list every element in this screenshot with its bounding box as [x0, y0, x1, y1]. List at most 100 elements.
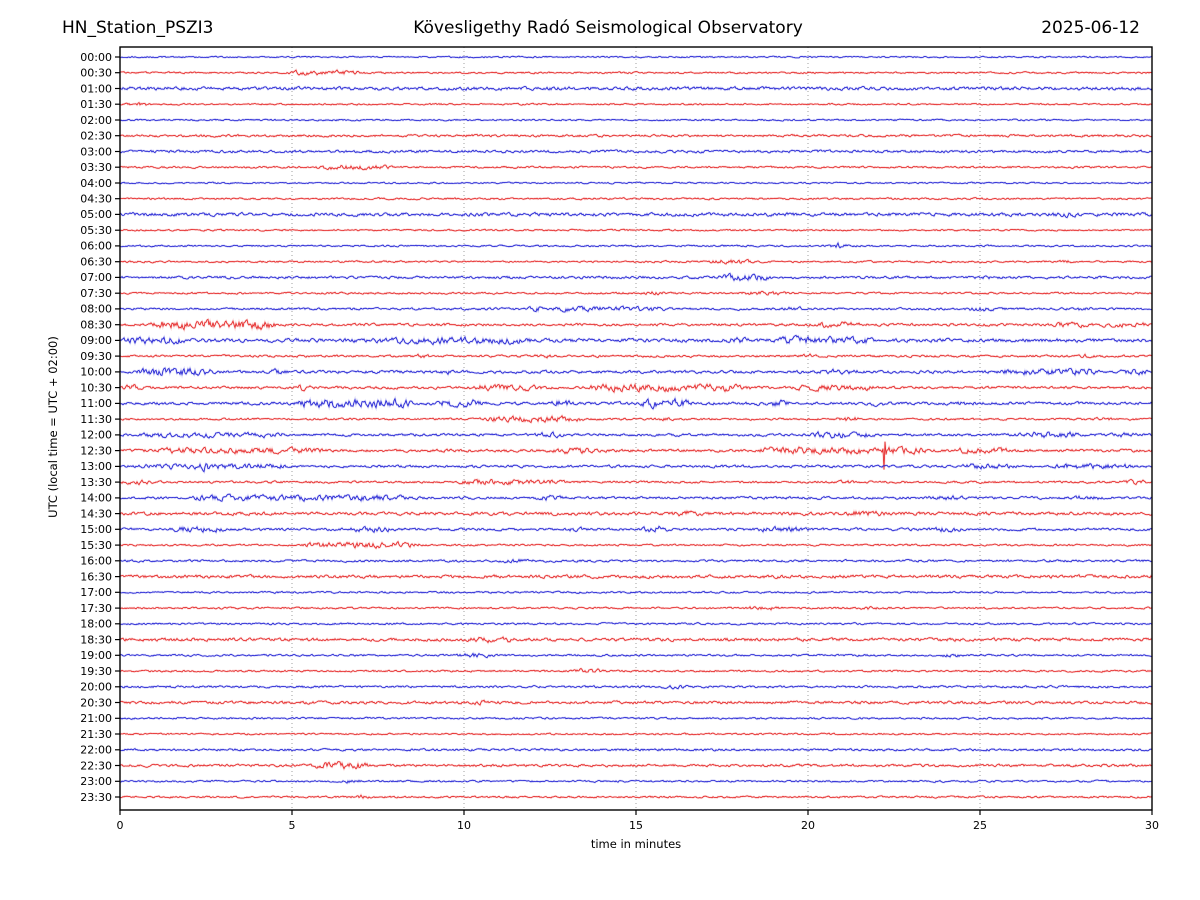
x-tick-label: 0: [117, 819, 124, 832]
x-tick-label: 5: [289, 819, 296, 832]
y-tick-label: 03:30: [80, 161, 112, 174]
y-tick-label: 09:30: [80, 350, 112, 363]
x-tick-labels: 0 5 10 15 20 25 30: [117, 819, 1160, 832]
y-tick-label: 14:30: [80, 507, 112, 520]
trace-17:30: [119, 605, 1153, 611]
y-tick-label: 18:00: [80, 618, 112, 631]
trace-22:30: [119, 761, 1153, 770]
y-tick-label: 04:30: [80, 193, 112, 206]
x-axis-label: time in minutes: [591, 837, 681, 851]
y-tick-label: 00:30: [80, 67, 112, 80]
y-tick-label: 03:00: [80, 145, 112, 158]
y-tick-label: 04:00: [80, 177, 112, 190]
trace-15:30: [119, 540, 1153, 549]
station-title: HN_Station_PSZI3: [62, 18, 213, 38]
y-tick-label: 06:00: [80, 240, 112, 253]
y-tick-label: 23:30: [80, 791, 112, 804]
axes-spines-ticks: [115, 46, 1153, 815]
y-tick-label: 08:30: [80, 319, 112, 332]
trace-halo-20:30: [119, 698, 1153, 707]
y-tick-label: 20:00: [80, 681, 112, 694]
observatory-title: Kövesligethy Radó Seismological Observat…: [413, 18, 803, 38]
trace-07:00: [119, 272, 1153, 282]
x-tick-label: 10: [457, 819, 471, 832]
y-tick-label: 02:00: [80, 114, 112, 127]
trace-22:00: [119, 747, 1152, 752]
trace-02:00: [119, 118, 1153, 122]
y-tick-label: 16:30: [80, 570, 112, 583]
trace-08:30: [119, 318, 1153, 331]
y-tick-label: 19:30: [80, 665, 112, 678]
y-tick-label: 10:30: [80, 381, 112, 394]
trace-12:00: [119, 430, 1153, 439]
y-tick-label: 06:30: [80, 256, 112, 269]
y-tick-labels: 00:00 00:30 01:00 01:30 02:00 02:30 03:00 03:30…: [80, 51, 112, 804]
y-tick-label: 11:30: [80, 413, 112, 426]
trace-07:30: [119, 290, 1153, 296]
trace-13:00: [119, 463, 1152, 473]
trace-11:00: [119, 397, 1153, 410]
y-tick-label: 13:30: [80, 476, 112, 489]
trace-05:30: [119, 228, 1153, 232]
trace-11:30: [119, 415, 1153, 424]
trace-05:00: [119, 211, 1153, 219]
y-tick-label: 22:00: [80, 744, 112, 757]
y-tick-label: 05:00: [80, 208, 112, 221]
trace-00:30: [119, 69, 1153, 76]
y-tick-label: 15:30: [80, 539, 112, 552]
trace-02:30: [119, 133, 1153, 138]
trace-08:00: [119, 305, 1153, 313]
y-tick-label: 22:30: [80, 759, 112, 772]
trace-04:00: [119, 181, 1153, 185]
trace-19:30: [119, 667, 1153, 673]
y-tick-label: 17:00: [80, 586, 112, 599]
y-tick-label: 18:30: [80, 633, 112, 646]
y-axis-label: UTC (local time = UTC + 02:00): [46, 336, 60, 518]
y-tick-label: 15:00: [80, 523, 112, 536]
y-tick-label: 20:30: [80, 696, 112, 709]
trace-16:30: [119, 574, 1153, 579]
x-tick-label: 15: [629, 819, 643, 832]
y-tick-label: 01:30: [80, 98, 112, 111]
y-tick-label: 16:00: [80, 555, 112, 568]
x-tick-label: 25: [973, 819, 987, 832]
y-tick-label: 02:30: [80, 130, 112, 143]
trace-14:30: [119, 510, 1153, 517]
trace-23:00: [119, 779, 1153, 784]
trace-09:30: [119, 353, 1153, 359]
y-tick-label: 08:00: [80, 303, 112, 316]
y-tick-label: 12:30: [80, 444, 112, 457]
trace-16:00: [119, 558, 1153, 564]
trace-21:30: [119, 732, 1152, 736]
y-tick-label: 11:00: [80, 397, 112, 410]
trace-06:00: [120, 242, 1153, 249]
trace-10:00: [120, 367, 1153, 377]
trace-04:30: [119, 197, 1152, 201]
trace-03:30: [119, 164, 1153, 171]
trace-18:00: [119, 622, 1153, 626]
y-tick-label: 12:00: [80, 429, 112, 442]
y-tick-label: 13:00: [80, 460, 112, 473]
y-tick-label: 00:00: [80, 51, 112, 64]
trace-17:00: [119, 590, 1153, 594]
trace-06:30: [119, 258, 1153, 265]
trace-01:00: [119, 85, 1153, 91]
y-tick-label: 07:00: [80, 271, 112, 284]
y-tick-label: 01:00: [80, 82, 112, 95]
x-tick-label: 30: [1145, 819, 1159, 832]
y-tick-label: 23:00: [80, 775, 112, 788]
grid-lines: [291, 47, 981, 810]
y-tick-label: 14:00: [80, 492, 112, 505]
trace-14:00: [119, 493, 1153, 503]
seismogram-traces: [119, 54, 1153, 801]
x-tick-label: 20: [801, 819, 815, 832]
trace-18:30: [119, 636, 1153, 644]
trace-01:30: [119, 101, 1153, 106]
y-tick-label: 09:00: [80, 334, 112, 347]
y-tick-label: 21:30: [80, 728, 112, 741]
y-tick-label: 10:00: [80, 366, 112, 379]
trace-09:00: [119, 334, 1153, 346]
trace-13:30: [119, 478, 1153, 486]
